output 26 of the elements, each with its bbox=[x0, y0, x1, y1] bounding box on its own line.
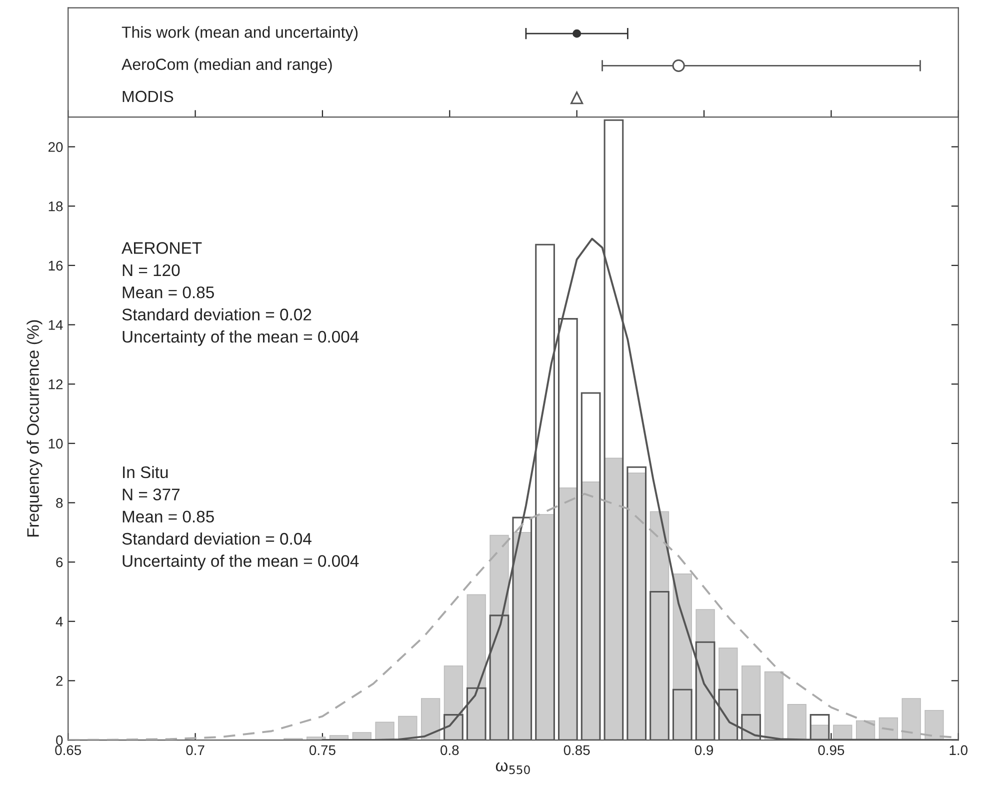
category-label: MODIS bbox=[122, 90, 174, 102]
x-tick-label: 0.85 bbox=[564, 745, 590, 756]
y-tick-label: 10 bbox=[48, 438, 63, 449]
y-tick-label: 6 bbox=[56, 557, 63, 568]
annotation: AERONET N = 120 Mean = 0.85 Standard deviation = 0.02 Uncertainty of the mean = 0.004 bbox=[122, 242, 359, 346]
y-tick-label: 16 bbox=[48, 260, 63, 271]
x-tick-label: 0.9 bbox=[694, 745, 714, 756]
x-tick-label: 0.8 bbox=[440, 745, 459, 756]
y-tick-label: 2 bbox=[56, 676, 63, 686]
x-tick-label: 0.95 bbox=[818, 745, 844, 756]
y-tick-label: 8 bbox=[56, 498, 63, 508]
x-axis-title: ω$_{550}$ bbox=[496, 762, 530, 774]
y-axis-title: Frequency of Occurrence (%) bbox=[26, 320, 42, 536]
y-tick-label: 4 bbox=[56, 616, 63, 626]
y-tick-label: 12 bbox=[48, 379, 63, 390]
category-label: This work (mean and uncertainty) bbox=[122, 26, 358, 42]
y-tick-label: 20 bbox=[48, 142, 63, 152]
y-tick-label: 0 bbox=[56, 735, 63, 746]
annotation: In Situ N = 377 Mean = 0.85 Standard deviation = 0.04 Uncertainty of the mean = 0.004 bbox=[122, 466, 359, 570]
x-tick-label: 0.7 bbox=[186, 745, 204, 756]
x-tick-label: 0.75 bbox=[309, 745, 336, 756]
category-label: AeroCom (median and range) bbox=[122, 58, 332, 74]
y-tick-label: 18 bbox=[48, 201, 63, 212]
x-tick-label: 1.0 bbox=[950, 745, 968, 756]
y-tick-label: 14 bbox=[48, 320, 63, 330]
x-tick-label: 0.65 bbox=[55, 745, 82, 756]
